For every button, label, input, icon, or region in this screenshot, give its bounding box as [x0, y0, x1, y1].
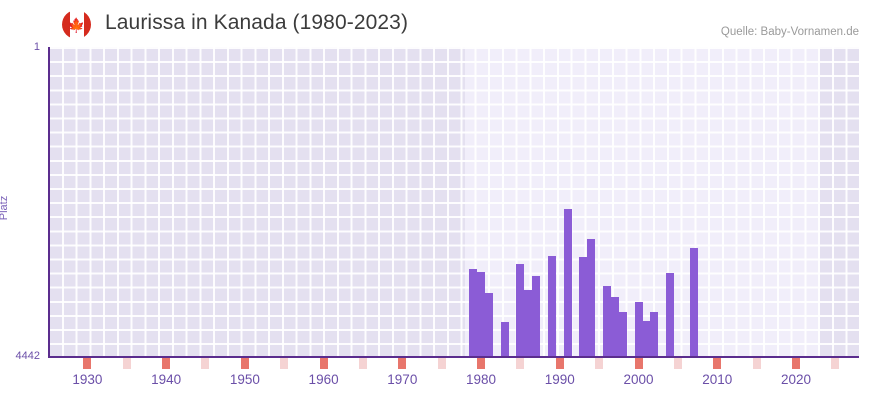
x-axis-tick-label: 1940 [151, 372, 182, 387]
canada-flag-icon: 🍁 [62, 10, 91, 39]
x-axis-tick-label: 1930 [72, 372, 103, 387]
x-tick-minor [201, 358, 210, 369]
bar [547, 255, 556, 357]
bar [603, 286, 612, 357]
x-tick-major [634, 358, 643, 369]
x-axis-tick-label: 1970 [387, 372, 418, 387]
x-tick-minor [831, 358, 840, 369]
x-axis-tick-label: 1990 [544, 372, 575, 387]
x-tick-major [477, 358, 486, 369]
bar [532, 275, 541, 357]
x-axis-line [48, 356, 859, 358]
y-axis-line [48, 47, 50, 358]
bar [500, 321, 509, 357]
x-tick-major [83, 358, 92, 369]
x-axis-tick-label: 1980 [466, 372, 497, 387]
x-tick-minor [358, 358, 367, 369]
x-tick-minor [673, 358, 682, 369]
flag-band-left [62, 10, 70, 39]
x-axis-tick-label: 1950 [229, 372, 260, 387]
x-axis-ticks [48, 358, 859, 369]
y-axis-tick-bottom: 4442 [15, 350, 40, 362]
x-axis-tick-label: 2010 [702, 372, 733, 387]
x-tick-minor [752, 358, 761, 369]
bar [666, 273, 675, 357]
plot-area [48, 47, 859, 357]
maple-leaf-icon: 🍁 [67, 16, 86, 33]
x-tick-major [713, 358, 722, 369]
x-tick-minor [122, 358, 131, 369]
x-tick-major [240, 358, 249, 369]
bar [642, 320, 651, 357]
bar [469, 268, 478, 357]
bar [524, 289, 533, 357]
x-tick-minor [516, 358, 525, 369]
x-tick-major [398, 358, 407, 369]
flag-band-right [83, 10, 91, 39]
x-axis-labels: 1930 1940 1950 1960 1970 1980 1990 2000 2010 2020 [48, 372, 859, 394]
y-axis-tick-top: 1 [33, 41, 40, 53]
grid-lines [48, 47, 859, 357]
x-axis-tick-label: 1960 [308, 372, 339, 387]
bar [689, 247, 698, 357]
bar [618, 312, 627, 357]
y-axis-labels: 1 4442 Platz [0, 0, 46, 402]
x-axis-tick-label: 2000 [623, 372, 654, 387]
bar [579, 257, 588, 357]
bar-series [48, 47, 859, 357]
bar [634, 302, 643, 357]
bar [610, 296, 619, 357]
x-tick-major [792, 358, 800, 369]
bar [516, 264, 525, 357]
x-tick-minor [437, 358, 446, 369]
bar [587, 238, 596, 357]
x-tick-minor [280, 358, 289, 369]
x-axis-tick-label: 2020 [780, 372, 812, 387]
x-tick-major [162, 358, 171, 369]
x-tick-major [555, 358, 564, 369]
bar [563, 208, 572, 357]
bar [484, 293, 493, 357]
page-title: Laurissa in Kanada (1980-2023) [105, 11, 409, 34]
bar [650, 311, 659, 357]
bar [477, 272, 486, 357]
chart-header: 🍁 Laurissa in Kanada (1980-2023) Quelle:… [0, 0, 873, 47]
x-tick-major [319, 358, 328, 369]
x-tick-minor [595, 358, 604, 369]
y-axis-title: Platz [0, 195, 11, 221]
source-note: Quelle: Baby-Vornamen.de [720, 26, 859, 38]
